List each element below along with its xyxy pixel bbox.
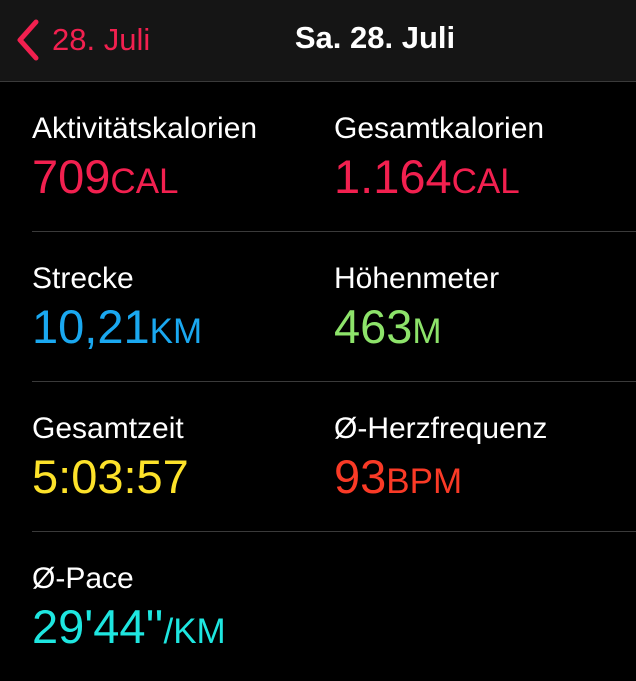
chevron-left-icon: [17, 19, 39, 61]
metric-number: 1.164: [334, 150, 452, 203]
metric-value: 709CAL: [32, 150, 334, 209]
metric-cell: Gesamtzeit 5:03:57: [32, 382, 334, 531]
metric-label: Höhenmeter: [334, 262, 500, 295]
metric-number: 93: [334, 450, 387, 503]
metric-label: Ø-Pace: [32, 562, 134, 595]
metric-unit: KM: [149, 312, 203, 351]
metric-label: Strecke: [32, 262, 134, 295]
metric-cell: Höhenmeter 463M: [334, 232, 636, 381]
back-label: 28. Juli: [52, 22, 151, 57]
metric-unit: CAL: [451, 162, 520, 201]
metric-value: 10,21KM: [32, 300, 334, 359]
metric-cell: Aktivitätskalorien 709CAL: [32, 82, 334, 231]
metric-label: Gesamtzeit: [32, 412, 184, 445]
metric-label: Ø-Herzfrequenz: [334, 412, 548, 445]
metric-cell: Ø-Herzfrequenz 93BPM: [334, 382, 636, 531]
metric-number: 29'44'': [32, 600, 164, 653]
metric-label: Aktivitätskalorien: [32, 112, 258, 145]
page-title: Sa. 28. Juli: [294, 20, 456, 55]
metric-cell: Gesamtkalorien 1.164CAL: [334, 82, 636, 231]
metric-cell: Strecke 10,21KM: [32, 232, 334, 381]
metric-label: Gesamtkalorien: [334, 112, 545, 145]
metric-number: 709: [32, 150, 111, 203]
metrics-row: Strecke 10,21KM Höhenmeter 463M: [32, 232, 636, 382]
metric-number: 10,21: [32, 300, 150, 353]
metric-number: 5:03:57: [32, 450, 189, 503]
metrics-row: Ø-Pace 29'44''/KM: [32, 532, 636, 681]
metric-value: 93BPM: [334, 450, 636, 509]
navigation-bar: 28. Juli Sa. 28. Juli: [0, 0, 636, 82]
back-button[interactable]: 28. Juli: [14, 18, 150, 62]
metrics-grid: Aktivitätskalorien 709CAL Gesamtkalorien …: [0, 82, 636, 681]
metric-cell: Ø-Pace 29'44''/KM: [32, 532, 338, 681]
metrics-row: Aktivitätskalorien 709CAL Gesamtkalorien …: [32, 82, 636, 232]
metric-number: 463: [334, 300, 413, 353]
metrics-row: Gesamtzeit 5:03:57 Ø-Herzfrequenz 93BPM: [32, 382, 636, 532]
metric-value: 463M: [334, 300, 636, 359]
metric-unit: BPM: [386, 462, 463, 501]
metric-unit: /KM: [163, 612, 226, 651]
metric-unit: CAL: [110, 162, 179, 201]
metric-value: 1.164CAL: [334, 150, 636, 209]
metric-value: 5:03:57: [32, 450, 334, 509]
metric-value: 29'44''/KM: [32, 600, 338, 659]
metric-unit: M: [412, 312, 442, 351]
